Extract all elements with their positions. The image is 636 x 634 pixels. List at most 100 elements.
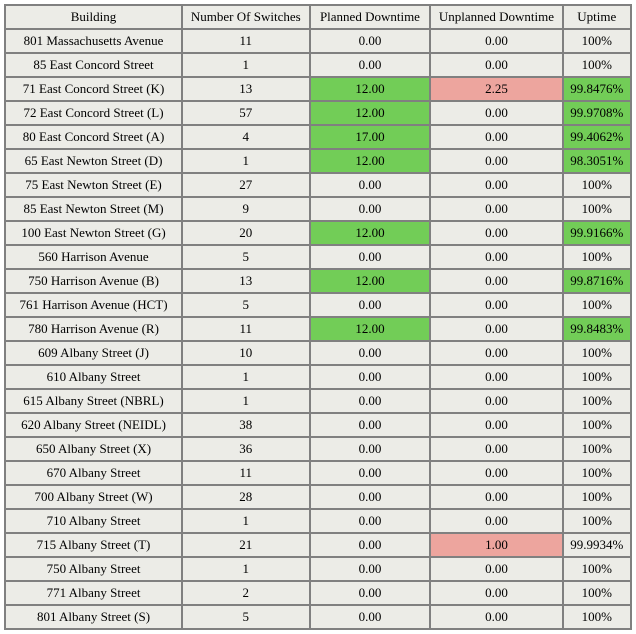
table-row: 670 Albany Street110.000.00100% <box>6 462 630 484</box>
cell-planned: 12.00 <box>311 150 430 172</box>
table-row: 71 East Concord Street (K)1312.002.2599.… <box>6 78 630 100</box>
cell-unplanned: 0.00 <box>431 150 561 172</box>
cell-switches: 1 <box>183 150 308 172</box>
header-row: Building Number Of Switches Planned Down… <box>6 6 630 28</box>
cell-unplanned: 0.00 <box>431 318 561 340</box>
cell-building: 65 East Newton Street (D) <box>6 150 181 172</box>
cell-building: 75 East Newton Street (E) <box>6 174 181 196</box>
cell-switches: 5 <box>183 606 308 628</box>
cell-unplanned: 0.00 <box>431 582 561 604</box>
cell-unplanned: 0.00 <box>431 462 561 484</box>
cell-uptime: 98.3051% <box>564 150 631 172</box>
cell-building: 710 Albany Street <box>6 510 181 532</box>
cell-building: 80 East Concord Street (A) <box>6 126 181 148</box>
cell-switches: 13 <box>183 78 308 100</box>
cell-planned: 17.00 <box>311 126 430 148</box>
cell-building: 71 East Concord Street (K) <box>6 78 181 100</box>
table-row: 771 Albany Street20.000.00100% <box>6 582 630 604</box>
cell-switches: 13 <box>183 270 308 292</box>
cell-planned: 0.00 <box>311 390 430 412</box>
cell-switches: 20 <box>183 222 308 244</box>
cell-building: 670 Albany Street <box>6 462 181 484</box>
table-row: 620 Albany Street (NEIDL)380.000.00100% <box>6 414 630 436</box>
cell-building: 801 Albany Street (S) <box>6 606 181 628</box>
col-header-planned: Planned Downtime <box>311 6 430 28</box>
cell-planned: 0.00 <box>311 366 430 388</box>
cell-building: 801 Massachusetts Avenue <box>6 30 181 52</box>
cell-planned: 0.00 <box>311 582 430 604</box>
cell-uptime: 100% <box>564 198 631 220</box>
cell-unplanned: 0.00 <box>431 390 561 412</box>
cell-unplanned: 0.00 <box>431 222 561 244</box>
table-row: 780 Harrison Avenue (R)1112.000.0099.848… <box>6 318 630 340</box>
cell-unplanned: 0.00 <box>431 54 561 76</box>
cell-building: 85 East Newton Street (M) <box>6 198 181 220</box>
table-row: 85 East Newton Street (M)90.000.00100% <box>6 198 630 220</box>
cell-planned: 12.00 <box>311 318 430 340</box>
table-row: 75 East Newton Street (E)270.000.00100% <box>6 174 630 196</box>
table-row: 801 Albany Street (S)50.000.00100% <box>6 606 630 628</box>
table-row: 750 Albany Street10.000.00100% <box>6 558 630 580</box>
cell-uptime: 100% <box>564 246 631 268</box>
cell-switches: 1 <box>183 54 308 76</box>
table-row: 650 Albany Street (X)360.000.00100% <box>6 438 630 460</box>
cell-planned: 0.00 <box>311 510 430 532</box>
cell-uptime: 99.9708% <box>564 102 631 124</box>
cell-switches: 28 <box>183 486 308 508</box>
cell-unplanned: 0.00 <box>431 30 561 52</box>
cell-uptime: 100% <box>564 558 631 580</box>
cell-unplanned: 0.00 <box>431 174 561 196</box>
table-row: 609 Albany Street (J)100.000.00100% <box>6 342 630 364</box>
cell-planned: 0.00 <box>311 414 430 436</box>
cell-planned: 0.00 <box>311 534 430 556</box>
cell-building: 615 Albany Street (NBRL) <box>6 390 181 412</box>
cell-planned: 0.00 <box>311 558 430 580</box>
cell-building: 609 Albany Street (J) <box>6 342 181 364</box>
table-row: 100 East Newton Street (G)2012.000.0099.… <box>6 222 630 244</box>
table-row: 65 East Newton Street (D)112.000.0098.30… <box>6 150 630 172</box>
cell-planned: 12.00 <box>311 102 430 124</box>
cell-switches: 1 <box>183 366 308 388</box>
cell-uptime: 100% <box>564 294 631 316</box>
cell-uptime: 100% <box>564 486 631 508</box>
cell-building: 750 Albany Street <box>6 558 181 580</box>
cell-planned: 0.00 <box>311 606 430 628</box>
cell-uptime: 100% <box>564 510 631 532</box>
cell-switches: 9 <box>183 198 308 220</box>
cell-switches: 1 <box>183 390 308 412</box>
cell-unplanned: 0.00 <box>431 198 561 220</box>
cell-planned: 12.00 <box>311 78 430 100</box>
cell-switches: 5 <box>183 294 308 316</box>
cell-planned: 0.00 <box>311 174 430 196</box>
cell-building: 560 Harrison Avenue <box>6 246 181 268</box>
cell-switches: 27 <box>183 174 308 196</box>
cell-building: 780 Harrison Avenue (R) <box>6 318 181 340</box>
cell-switches: 38 <box>183 414 308 436</box>
cell-unplanned: 2.25 <box>431 78 561 100</box>
cell-building: 72 East Concord Street (L) <box>6 102 181 124</box>
table-row: 710 Albany Street10.000.00100% <box>6 510 630 532</box>
cell-switches: 1 <box>183 510 308 532</box>
cell-building: 100 East Newton Street (G) <box>6 222 181 244</box>
cell-building: 761 Harrison Avenue (HCT) <box>6 294 181 316</box>
cell-unplanned: 0.00 <box>431 606 561 628</box>
table-row: 801 Massachusetts Avenue110.000.00100% <box>6 30 630 52</box>
cell-uptime: 100% <box>564 462 631 484</box>
cell-uptime: 99.9166% <box>564 222 631 244</box>
cell-unplanned: 0.00 <box>431 294 561 316</box>
col-header-building: Building <box>6 6 181 28</box>
cell-uptime: 99.8476% <box>564 78 631 100</box>
table-row: 715 Albany Street (T)210.001.0099.9934% <box>6 534 630 556</box>
cell-building: 715 Albany Street (T) <box>6 534 181 556</box>
cell-planned: 12.00 <box>311 222 430 244</box>
cell-planned: 0.00 <box>311 342 430 364</box>
uptime-table: Building Number Of Switches Planned Down… <box>4 4 632 630</box>
table-row: 615 Albany Street (NBRL)10.000.00100% <box>6 390 630 412</box>
cell-uptime: 99.9934% <box>564 534 631 556</box>
cell-uptime: 100% <box>564 54 631 76</box>
cell-building: 771 Albany Street <box>6 582 181 604</box>
table-row: 700 Albany Street (W)280.000.00100% <box>6 486 630 508</box>
cell-building: 700 Albany Street (W) <box>6 486 181 508</box>
cell-uptime: 100% <box>564 414 631 436</box>
cell-uptime: 99.8483% <box>564 318 631 340</box>
